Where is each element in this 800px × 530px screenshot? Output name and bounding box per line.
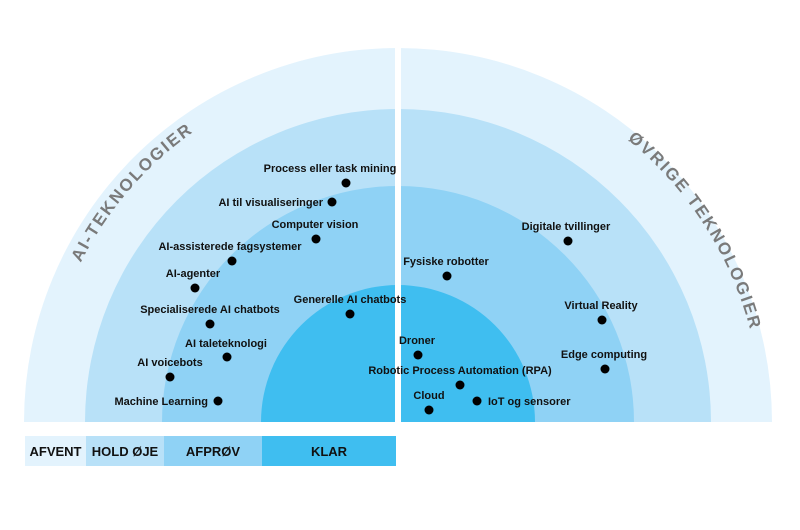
- item-dot[interactable]: [472, 396, 482, 406]
- radar-item[interactable]: IoT og sensorer: [472, 396, 572, 408]
- item-dot[interactable]: [205, 319, 215, 329]
- radar-item[interactable]: Cloud: [413, 390, 445, 415]
- radar-item[interactable]: Edge computing: [561, 349, 647, 374]
- item-dot[interactable]: [442, 271, 452, 281]
- legend-swatch: [164, 436, 262, 466]
- item-label: Digitale tvillinger: [522, 221, 611, 233]
- item-dot[interactable]: [413, 350, 423, 360]
- item-dot[interactable]: [227, 256, 237, 266]
- item-label: Specialiserede AI chatbots: [140, 304, 280, 316]
- section-divider: [395, 40, 401, 430]
- item-dot[interactable]: [563, 236, 573, 246]
- item-dot[interactable]: [311, 234, 321, 244]
- legend-label: AFVENT: [30, 444, 82, 459]
- radar-item[interactable]: Robotic Process Automation (RPA): [368, 365, 552, 390]
- radar-item[interactable]: AI taleteknologi: [185, 338, 267, 362]
- item-dot[interactable]: [424, 405, 434, 415]
- radar-item[interactable]: Process eller task mining: [264, 163, 397, 188]
- radar-item[interactable]: AI-assisterede fagsystemer: [158, 241, 302, 266]
- item-dot[interactable]: [222, 352, 232, 362]
- radar-item[interactable]: Machine Learning: [114, 396, 223, 408]
- item-label: AI-agenter: [166, 268, 221, 280]
- item-dot[interactable]: [345, 309, 355, 319]
- radar-item[interactable]: AI voicebots: [137, 357, 203, 382]
- radar-item[interactable]: Generelle AI chatbots: [294, 294, 407, 319]
- item-label: AI til visualiseringer: [218, 197, 323, 209]
- item-dot[interactable]: [455, 380, 465, 390]
- item-label: Robotic Process Automation (RPA): [368, 365, 552, 377]
- radar-item[interactable]: Fysiske robotter: [403, 256, 490, 281]
- item-label: Droner: [399, 335, 436, 347]
- item-label: Process eller task mining: [264, 163, 397, 175]
- legend-swatch: [262, 436, 396, 466]
- item-label: Cloud: [413, 390, 444, 402]
- item-label: Generelle AI chatbots: [294, 294, 407, 306]
- radar-items: Process eller task mining AI til visualis…: [114, 163, 647, 415]
- radar-item[interactable]: Virtual Reality: [564, 300, 638, 325]
- ring-legend: AFVENT HOLD ØJE AFPRØV KLAR: [25, 436, 396, 466]
- legend-label: AFPRØV: [186, 444, 241, 459]
- item-dot[interactable]: [600, 364, 610, 374]
- legend-swatch: [86, 436, 164, 466]
- item-label: Computer vision: [272, 219, 359, 231]
- item-label: AI-assisterede fagsystemer: [158, 241, 302, 253]
- item-label: Fysiske robotter: [403, 256, 489, 268]
- radar-item[interactable]: Computer vision: [272, 219, 359, 244]
- item-label: Machine Learning: [114, 396, 208, 408]
- item-label: IoT og sensorer: [488, 396, 571, 408]
- item-label: Virtual Reality: [564, 300, 638, 312]
- item-label: Edge computing: [561, 349, 647, 361]
- item-label: AI voicebots: [137, 357, 202, 369]
- item-dot[interactable]: [597, 315, 607, 325]
- legend-label: KLAR: [311, 444, 348, 459]
- item-dot[interactable]: [327, 197, 337, 207]
- radar-item[interactable]: Digitale tvillinger: [522, 221, 611, 246]
- item-label: AI taleteknologi: [185, 338, 267, 350]
- radar-item[interactable]: AI-agenter: [166, 268, 221, 293]
- item-dot[interactable]: [213, 396, 223, 406]
- radar-item[interactable]: AI til visualiseringer: [218, 197, 337, 209]
- radar-item[interactable]: Specialiserede AI chatbots: [140, 304, 280, 329]
- item-dot[interactable]: [190, 283, 200, 293]
- legend-label: HOLD ØJE: [92, 444, 159, 459]
- radar-item[interactable]: Droner: [399, 335, 436, 360]
- legend-swatch: [25, 436, 86, 466]
- item-dot[interactable]: [341, 178, 351, 188]
- item-dot[interactable]: [165, 372, 175, 382]
